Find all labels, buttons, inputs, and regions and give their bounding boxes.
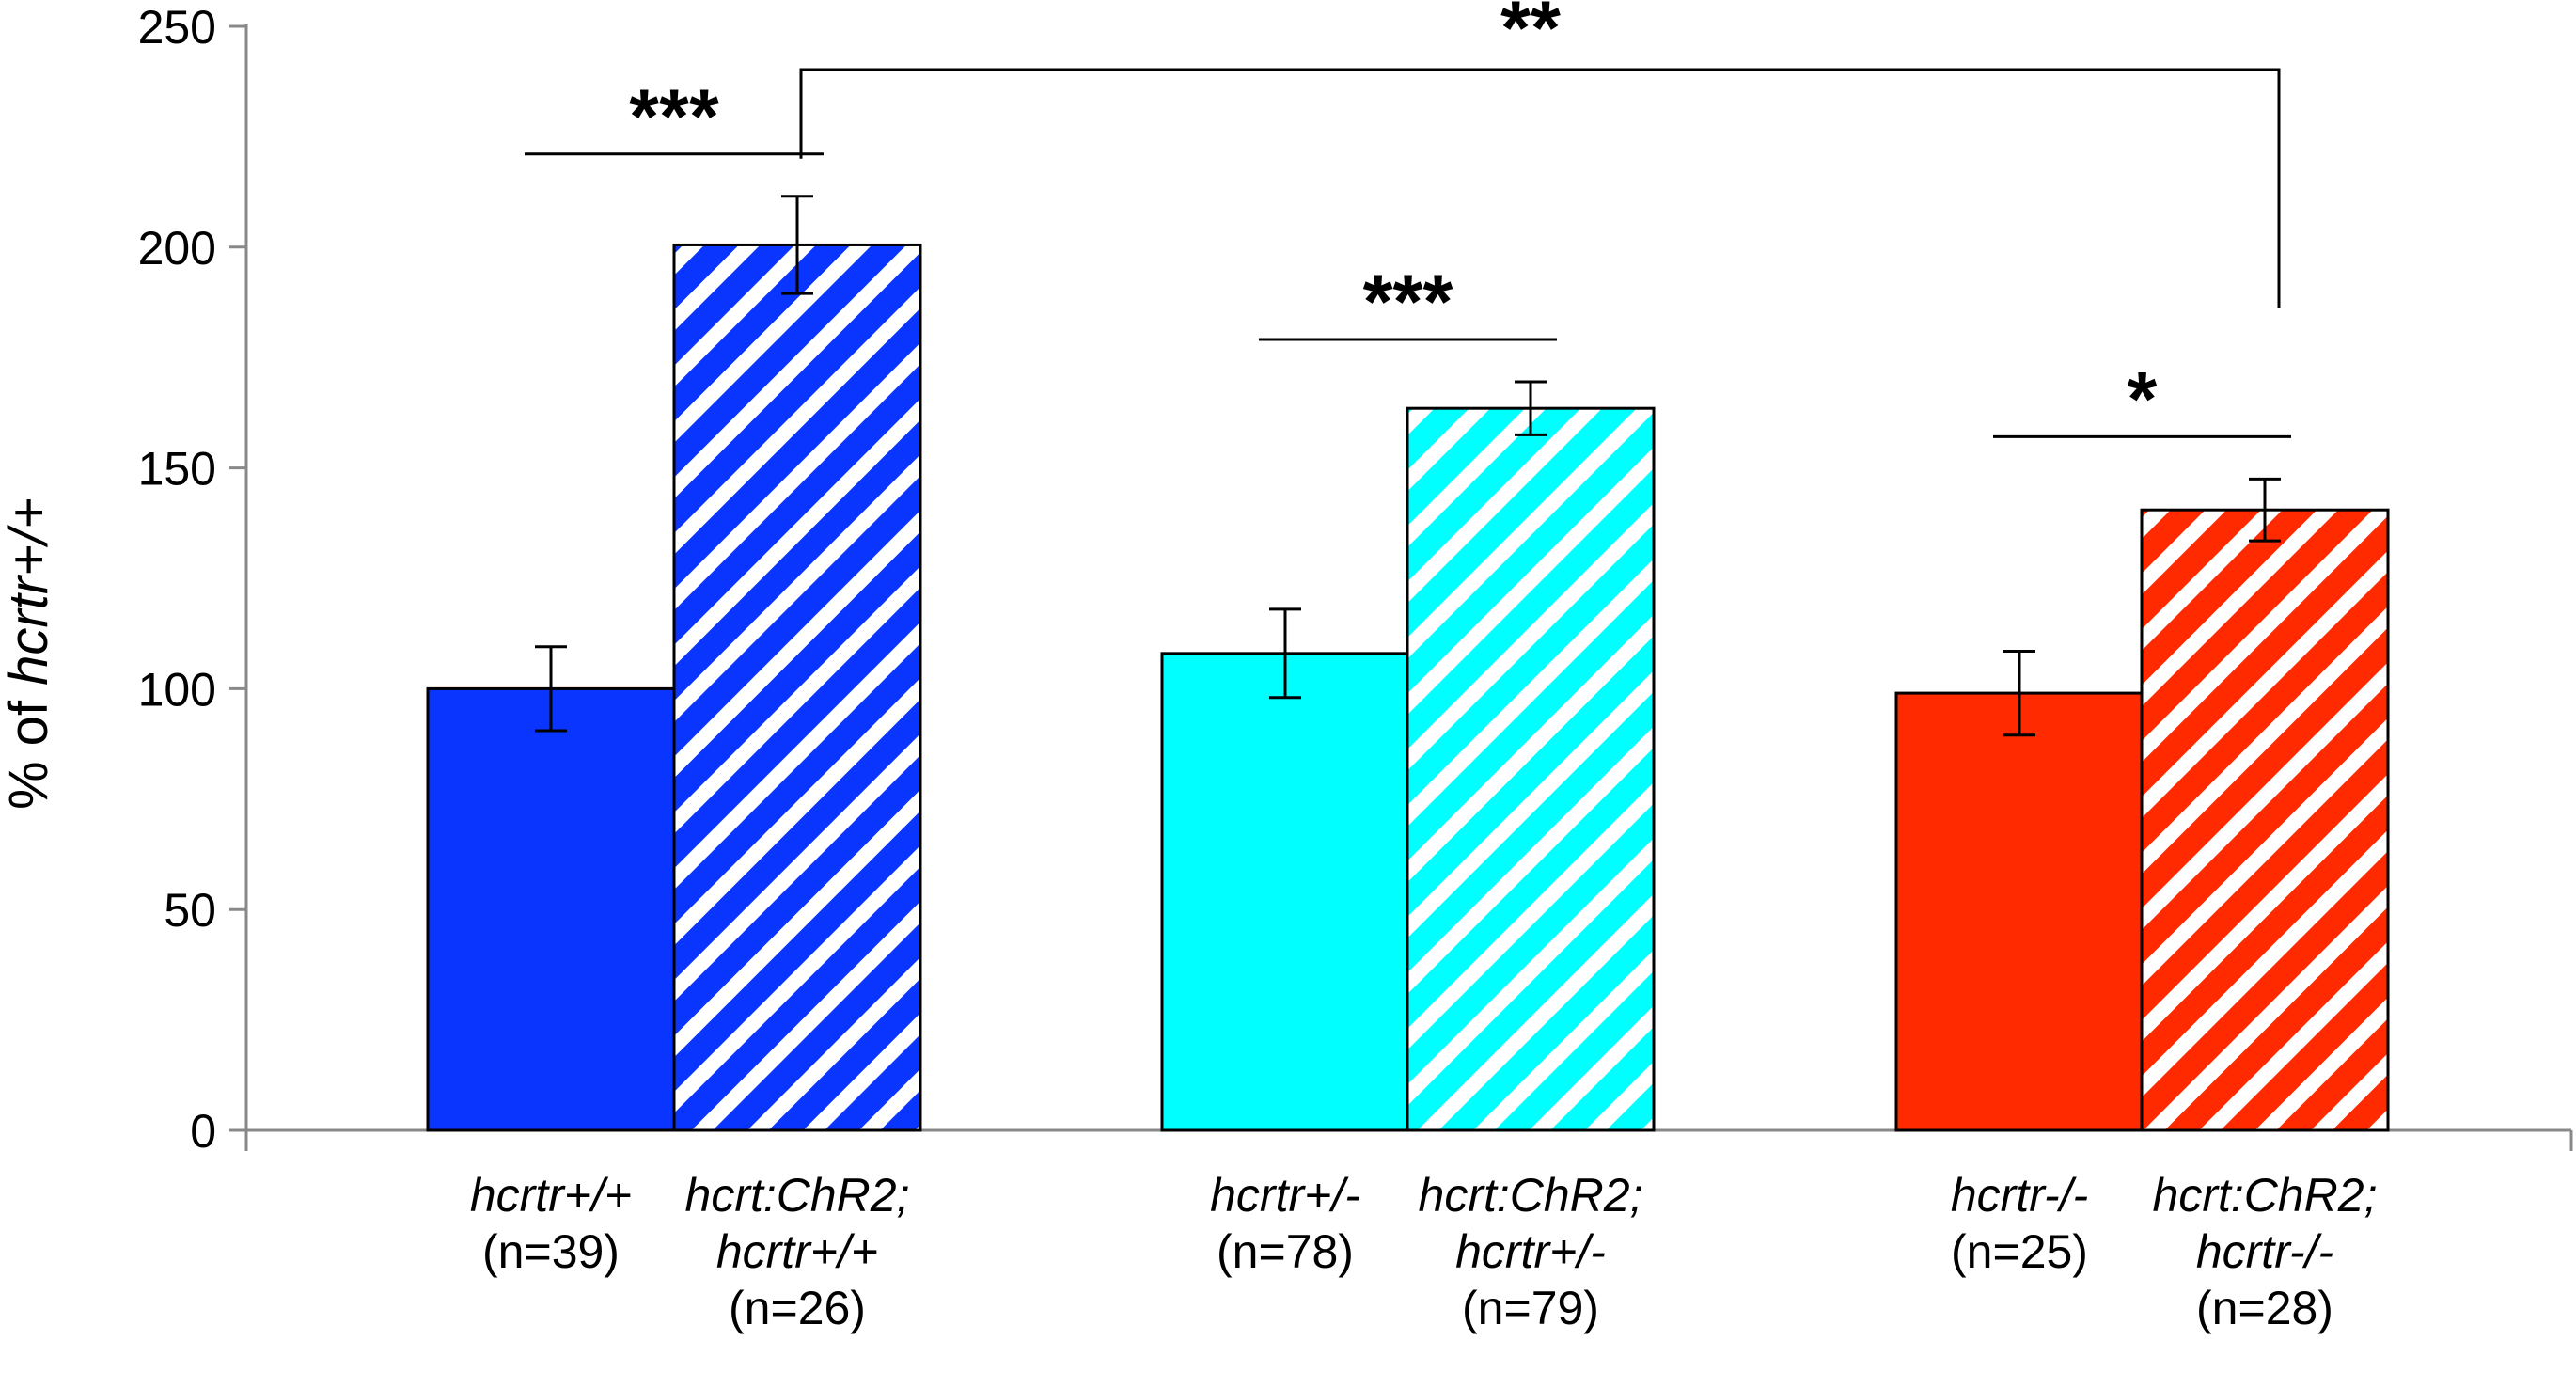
bar-2 [1160, 652, 1410, 1132]
y-tick-label: 200 [138, 222, 216, 275]
y-tick-label: 250 [138, 1, 216, 54]
x-label-n: (n=28) [2196, 1282, 2333, 1334]
significance-label: * [2128, 356, 2158, 442]
x-axis-labels: hcrtr+/+(n=39)hcrt:ChR2;hcrtr+/+(n=26)hc… [470, 1169, 2378, 1334]
significance-bracket [799, 68, 2281, 308]
x-label-n: (n=79) [1462, 1282, 1599, 1334]
y-axis-label: % of hcrtr+/+ [0, 497, 59, 810]
x-label-1: hcrt:ChR2;hcrtr+/+(n=26) [685, 1169, 910, 1334]
x-label-2: hcrtr+/-(n=78) [1210, 1169, 1360, 1278]
x-label-n: (n=39) [482, 1225, 620, 1278]
bar-1 [672, 243, 922, 1132]
x-label-name: hcrtr+/- [1455, 1225, 1606, 1278]
significance-annotations: ********* [525, 0, 2291, 442]
x-label-0: hcrtr+/+(n=39) [470, 1169, 632, 1278]
x-label-name: hcrt:ChR2; [1419, 1169, 1643, 1222]
bar-4 [1894, 691, 2144, 1132]
x-label-name: hcrt:ChR2; [685, 1169, 910, 1222]
x-label-name: hcrtr+/+ [470, 1169, 632, 1222]
y-tick-label: 0 [190, 1105, 216, 1158]
x-label-name: hcrtr+/- [1210, 1169, 1360, 1222]
significance-label: *** [629, 74, 719, 160]
y-tick-label: 100 [138, 663, 216, 716]
bar-3 [1406, 406, 1656, 1132]
significance-1: *** [1259, 260, 1557, 345]
error-bar-4 [2003, 649, 2035, 737]
x-label-name: hcrtr-/- [2196, 1225, 2333, 1278]
x-label-4: hcrtr-/-(n=25) [1951, 1169, 2088, 1278]
significance-2: * [1993, 356, 2291, 442]
x-label-name: hcrtr+/+ [716, 1225, 878, 1278]
error-bar-5 [2249, 477, 2281, 543]
significance-3: ** [799, 0, 2281, 308]
y-tick-label: 150 [138, 443, 216, 496]
x-label-5: hcrt:ChR2;hcrtr-/-(n=28) [2153, 1169, 2378, 1334]
significance-0: *** [525, 74, 824, 160]
significance-label: ** [1500, 0, 1561, 71]
error-bar-1 [781, 195, 813, 295]
x-label-name: hcrtr-/- [1951, 1169, 2088, 1222]
bar-0 [426, 686, 676, 1132]
chart-bars [426, 195, 2390, 1132]
y-tick-label: 50 [164, 884, 216, 937]
x-label-n: (n=26) [729, 1282, 866, 1334]
significance-label: *** [1363, 260, 1453, 345]
x-label-3: hcrt:ChR2;hcrtr+/-(n=79) [1419, 1169, 1643, 1334]
error-bar-0 [535, 645, 567, 733]
x-label-n: (n=25) [1951, 1225, 2088, 1278]
error-bar-3 [1515, 380, 1547, 436]
bar-5 [2140, 508, 2390, 1132]
error-bar-2 [1269, 607, 1301, 700]
x-label-name: hcrt:ChR2; [2153, 1169, 2378, 1222]
x-label-n: (n=78) [1217, 1225, 1354, 1278]
